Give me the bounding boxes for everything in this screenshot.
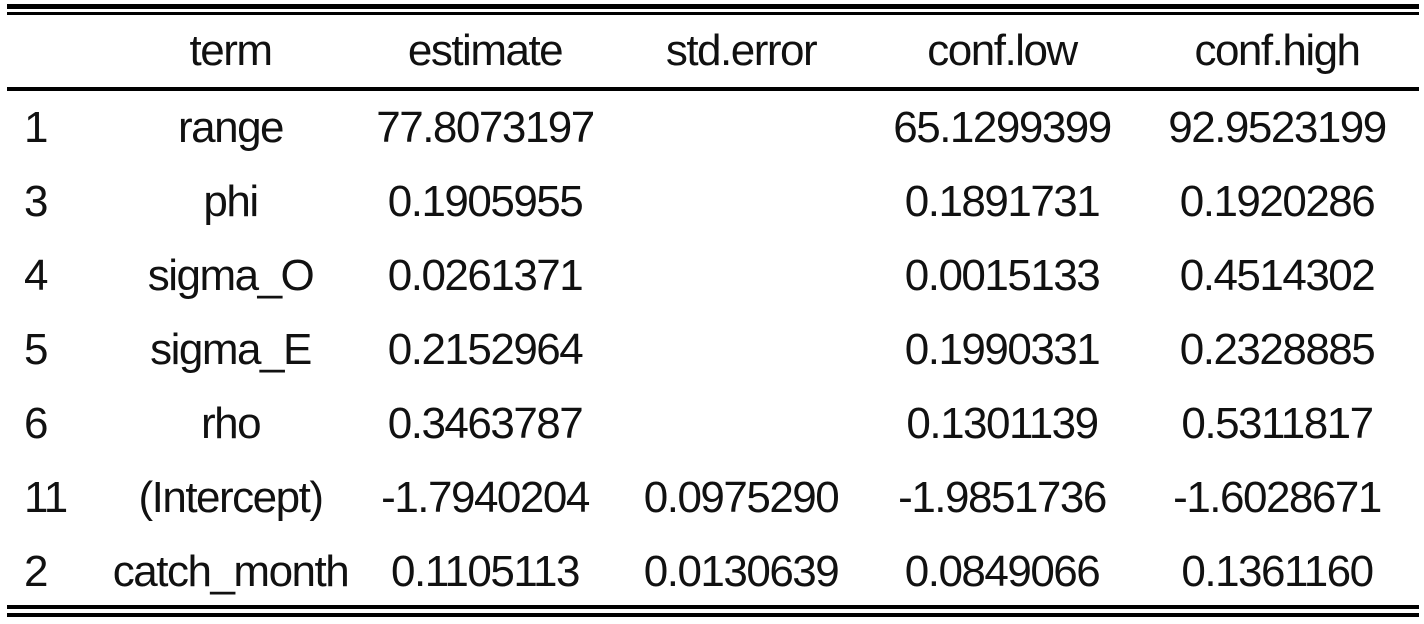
conf-high-cell: 0.4514302 (1179, 251, 1376, 300)
conf-high-cell: -1.6028671 (1173, 473, 1382, 522)
term-cell: sigma_O (147, 251, 315, 300)
header-conf-low: conf.low (927, 26, 1078, 75)
header-estimate: estimate (407, 26, 564, 75)
header-conf-high: conf.high (1194, 26, 1361, 75)
conf-low-cell: 0.1891731 (904, 177, 1101, 226)
row-number: 11 (24, 473, 68, 522)
table-body: 1 range 77.8073197 65.1299399 92.9523199… (7, 87, 1419, 609)
header-term: term (189, 26, 274, 75)
conf-low-cell: 0.0015133 (904, 251, 1101, 300)
row-number: 4 (24, 251, 48, 300)
row-number: 6 (24, 399, 48, 448)
conf-high-cell: 0.1920286 (1179, 177, 1376, 226)
std-error-cell (613, 91, 869, 165)
estimate-cell: 0.2152964 (387, 325, 584, 374)
row-number: 2 (24, 547, 48, 596)
conf-high-cell: 92.9523199 (1168, 103, 1387, 152)
header-row: term estimate std.error conf.low conf.hi… (7, 15, 1419, 87)
table-row: 3 phi 0.1905955 0.1891731 0.1920286 (7, 165, 1419, 239)
estimate-cell: 0.1905955 (387, 177, 584, 226)
table-row: 2 catch_month 0.1105113 0.0130639 0.0849… (7, 535, 1419, 609)
top-rule-inner (7, 12, 1419, 15)
conf-low-cell: 0.1301139 (906, 399, 1099, 448)
std-error-cell (613, 165, 869, 239)
table-row: 4 sigma_O 0.0261371 0.0015133 0.4514302 (7, 239, 1419, 313)
term-cell: range (177, 103, 285, 152)
top-rule-outer (7, 4, 1419, 9)
estimate-cell: 77.8073197 (376, 103, 595, 152)
conf-high-cell: 0.1361160 (1181, 547, 1374, 596)
table-row: 11 (Intercept) -1.7940204 0.0975290 -1.9… (7, 461, 1419, 535)
term-cell: catch_month (112, 547, 350, 596)
header-std-error: std.error (665, 26, 818, 75)
estimate-cell: 0.0261371 (387, 251, 584, 300)
std-error-cell: 0.0975290 (643, 473, 840, 522)
estimate-cell: 0.3463787 (387, 399, 584, 448)
conf-low-cell: -1.9851736 (898, 473, 1107, 522)
term-cell: (Intercept) (138, 473, 324, 522)
results-table: term estimate std.error conf.low conf.hi… (7, 15, 1419, 609)
table-row: 5 sigma_E 0.2152964 0.1990331 0.2328885 (7, 313, 1419, 387)
std-error-cell (613, 239, 869, 313)
header-rowname (7, 15, 104, 87)
row-number: 1 (24, 103, 48, 152)
row-number: 5 (24, 325, 48, 374)
row-number: 3 (24, 177, 48, 226)
table-header: term estimate std.error conf.low conf.hi… (7, 15, 1419, 87)
table-row: 6 rho 0.3463787 0.1301139 0.5311817 (7, 387, 1419, 461)
std-error-cell (613, 387, 869, 461)
estimate-cell: 0.1105113 (391, 547, 580, 596)
conf-high-cell: 0.2328885 (1179, 325, 1376, 374)
bottom-rule-outer (7, 613, 1419, 617)
conf-low-cell: 0.0849066 (904, 547, 1101, 596)
bottom-rule-inner (7, 605, 1419, 609)
table-row: 1 range 77.8073197 65.1299399 92.9523199 (7, 91, 1419, 165)
estimate-cell: -1.7940204 (381, 473, 590, 522)
std-error-cell: 0.0130639 (643, 547, 840, 596)
conf-low-cell: 65.1299399 (893, 103, 1112, 152)
std-error-cell (613, 313, 869, 387)
term-cell: sigma_E (150, 325, 312, 374)
conf-high-cell: 0.5311817 (1181, 399, 1374, 448)
term-cell: rho (200, 399, 262, 448)
conf-low-cell: 0.1990331 (904, 325, 1101, 374)
term-cell: phi (203, 177, 259, 226)
header-rule (7, 87, 1419, 91)
